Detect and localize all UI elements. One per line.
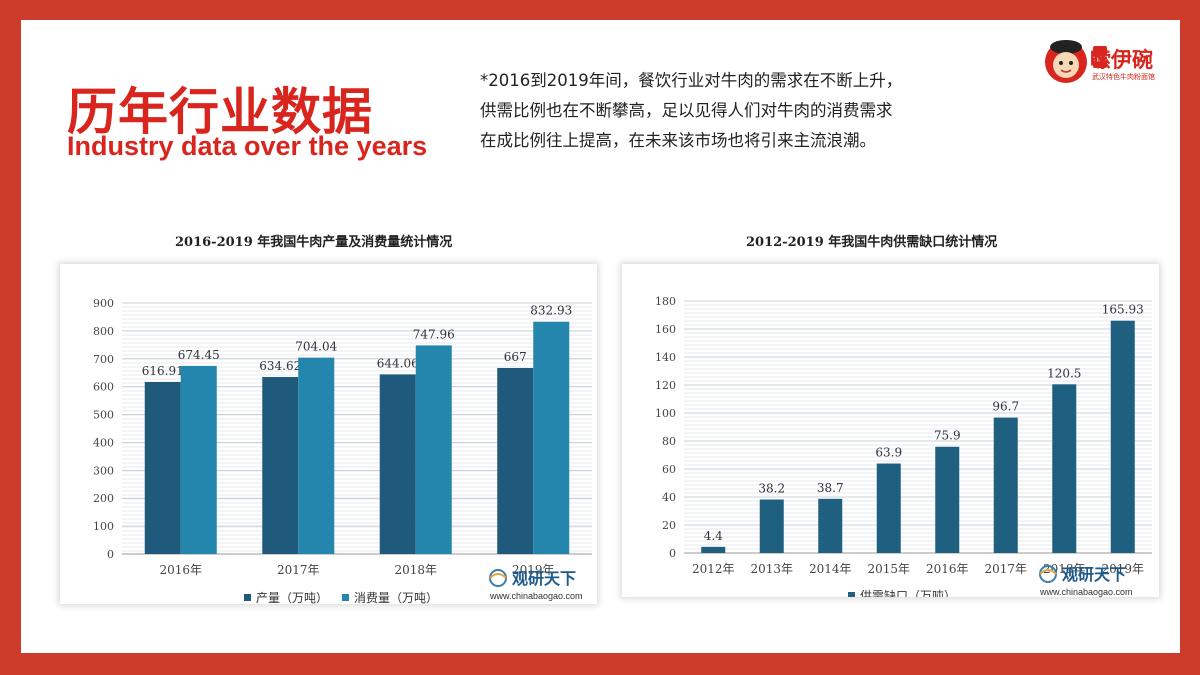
y-tick-label: 100 [655,407,676,420]
bar [497,367,534,554]
x-tick-label: 2012年 [692,562,735,576]
data-label: 165.93 [1102,303,1144,317]
data-label: 832.93 [530,304,572,318]
page-subtitle: Industry data over the years [67,131,428,161]
chart-supply-demand-gap: 0 20 40 60 80 100 120 140 160 180 2012年 4.4 2013年 38.… [622,264,1159,597]
bar [876,463,901,553]
y-tick-label: 20 [662,519,676,532]
data-label: 120.5 [1047,366,1081,380]
y-tick-label: 200 [93,492,114,505]
data-label: 4.4 [704,529,723,543]
data-label: 75.9 [934,429,961,443]
x-tick-label: 2017年 [984,562,1027,576]
watermark: 观研天下 www.chinabaogao.com [1039,565,1133,597]
data-label: 63.9 [875,446,902,460]
description-line: 在成比例往上提高，在未来该市场也将引来主流浪潮。 [480,131,876,150]
y-tick-label: 0 [107,548,114,561]
bar [701,546,726,553]
x-tick-label: 2019年 [1101,562,1144,576]
bar [262,377,299,554]
bar [1110,320,1135,553]
legend-swatch [848,592,855,597]
chart-title-production: 2016-2019 年我国牛肉产量及消费量统计情况 [175,235,453,250]
legend-swatch [342,594,349,601]
brand-logo: 九门 [1045,40,1107,83]
description-text: *2016到2019年间，餐饮行业对牛肉的需求在不断上升， 供需比例也在不断攀高… [480,66,1020,156]
bar [298,357,335,554]
watermark-url: www.chinabaogao.com [1039,587,1133,597]
data-label: 38.2 [758,482,785,496]
y-tick-label: 300 [93,464,114,477]
y-tick-label: 500 [93,409,114,422]
y-tick-label: 900 [93,297,114,310]
bar [935,446,960,553]
watermark-url: www.chinabaogao.com [489,591,583,601]
bar [415,345,452,554]
data-label: 704.04 [295,340,337,354]
y-tick-label: 160 [655,323,676,336]
x-tick-label: 2016年 [926,562,969,576]
y-tick-label: 40 [662,491,676,504]
x-tick-label: 2017年 [277,563,320,577]
watermark-globe-icon [489,569,507,587]
slide-frame: 历年行业数据 Industry data over the years *201… [21,20,1180,653]
watermark: 观研天下 www.chinabaogao.com [489,569,583,601]
bar [180,365,217,554]
bar [818,498,843,553]
watermark-name: 观研天下 [512,569,576,588]
x-tick-label: 2019年 [512,563,555,577]
logo-badge: 九门 [1092,54,1107,63]
data-label: 634.62 [259,359,301,373]
y-tick-label: 120 [655,379,676,392]
y-tick-label: 0 [669,547,676,560]
mascot-icon [1045,40,1087,83]
bar [379,374,416,554]
y-tick-label: 140 [655,351,676,364]
y-tick-label: 60 [662,463,676,476]
data-label: 747.96 [413,327,455,341]
y-tick-label: 700 [93,353,114,366]
page-title: 历年行业数据 [67,83,373,141]
logo-name: 嗦伊碗 [1090,48,1153,72]
x-tick-label: 2018年 [394,563,437,577]
bar [144,381,181,554]
legend-label: 产量（万吨） [256,591,328,604]
data-label: 674.45 [178,348,220,362]
data-label: 96.7 [992,400,1019,414]
x-tick-label: 2015年 [867,562,910,576]
y-tick-label: 800 [93,325,114,338]
chart-title-gap: 2012-2019 年我国牛肉供需缺口统计情况 [746,235,998,250]
watermark-swoosh-icon [1039,569,1057,575]
legend-swatch [244,594,251,601]
x-tick-label: 2014年 [809,562,852,576]
description-line: 供需比例也在不断攀高，足以见得人们对牛肉的消费需求 [480,101,893,120]
data-label: 667 [504,350,527,364]
bar [759,499,784,553]
data-label: 644.06 [377,356,419,370]
badge-icon [1093,46,1107,68]
y-tick-label: 180 [655,295,676,308]
bar [533,321,570,554]
data-label: 38.7 [817,481,844,495]
legend-label: 供需缺口（万吨） [860,588,956,597]
legend-label: 消费量（万吨） [354,591,438,604]
x-tick-label: 2013年 [750,562,793,576]
chart-production-consumption: 0 100 200 300 400 500 600 700 800 900 2016年 616.91 6… [60,264,597,604]
data-label: 616.91 [142,364,184,378]
watermark-swoosh-icon [489,573,507,579]
x-tick-label: 2016年 [159,563,202,577]
y-tick-label: 100 [93,520,114,533]
y-tick-label: 600 [93,381,114,394]
plot-grid [684,300,1152,554]
y-tick-label: 80 [662,435,676,448]
bar [993,417,1018,553]
y-tick-label: 400 [93,436,114,449]
logo-tagline: 武汉特色牛肉粉面馆 [1092,73,1155,81]
bar [1052,384,1077,553]
description-line: *2016到2019年间，餐饮行业对牛肉的需求在不断上升， [480,71,903,90]
watermark-name: 观研天下 [1062,565,1126,584]
